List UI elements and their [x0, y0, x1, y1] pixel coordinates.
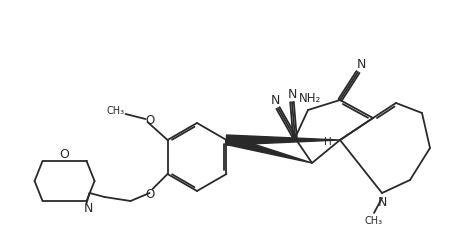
Text: NH₂: NH₂	[299, 92, 321, 104]
Text: N: N	[377, 196, 387, 210]
Text: O: O	[59, 149, 69, 161]
Text: N: N	[287, 88, 297, 100]
Text: O: O	[145, 114, 154, 126]
Text: CH₃: CH₃	[365, 216, 383, 226]
Text: N: N	[356, 59, 366, 71]
Polygon shape	[225, 136, 312, 163]
Text: O: O	[145, 187, 154, 200]
Text: H: H	[324, 137, 332, 147]
Polygon shape	[227, 135, 340, 145]
Text: N: N	[270, 93, 280, 106]
Text: N: N	[84, 203, 93, 216]
Text: CH₃: CH₃	[107, 106, 125, 116]
